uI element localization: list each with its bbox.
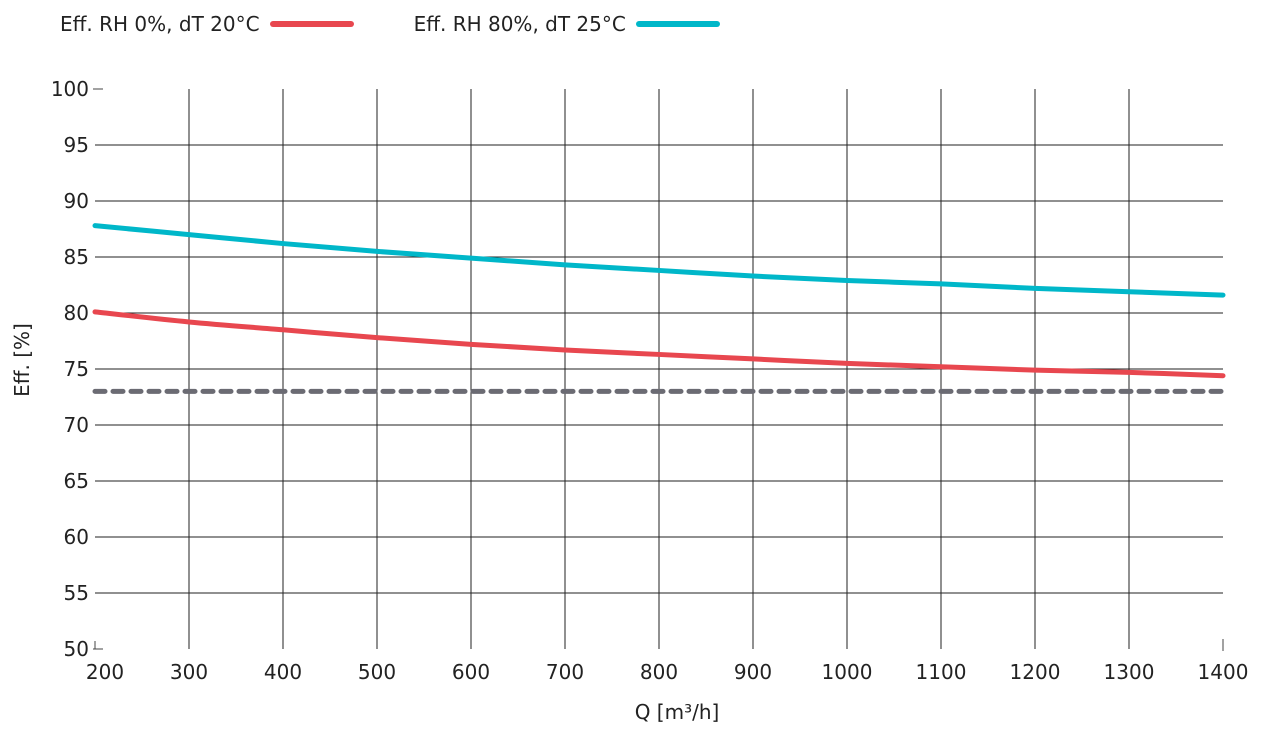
y-tick-label: 80 bbox=[64, 301, 89, 325]
series-lines bbox=[92, 223, 1226, 379]
x-tick-label: 400 bbox=[264, 660, 302, 684]
y-tick-label: 50 bbox=[64, 637, 89, 661]
y-tick-label: 75 bbox=[64, 357, 89, 381]
x-tick-label: 800 bbox=[640, 660, 678, 684]
axis-ticks: 50 55 60 65 70 75 80 85 90 95 100 200 300 400 500 600 70… bbox=[51, 77, 1249, 684]
y-tick-label: 95 bbox=[64, 133, 89, 157]
x-tick-label: 1300 bbox=[1104, 660, 1155, 684]
x-tick-label: 1400 bbox=[1198, 660, 1249, 684]
legend-label-rh0: Eff. RH 0%, dT 20°C bbox=[60, 12, 260, 36]
x-tick-label: 500 bbox=[358, 660, 396, 684]
legend-item-rh0: Eff. RH 0%, dT 20°C bbox=[60, 12, 354, 36]
y-tick-label: 55 bbox=[64, 581, 89, 605]
x-tick-label: 600 bbox=[452, 660, 490, 684]
x-tick-label: 700 bbox=[546, 660, 584, 684]
y-axis-label: Eff. [%] bbox=[10, 323, 34, 397]
legend-item-rh80: Eff. RH 80%, dT 25°C bbox=[414, 12, 720, 36]
y-tick-label: 70 bbox=[64, 413, 89, 437]
x-tick-label: 1000 bbox=[822, 660, 873, 684]
y-tick-label: 65 bbox=[64, 469, 89, 493]
y-tick-label: 85 bbox=[64, 245, 89, 269]
legend-swatch-rh0 bbox=[269, 21, 354, 27]
x-tick-label: 1200 bbox=[1010, 660, 1061, 684]
y-tick-label: 90 bbox=[64, 189, 89, 213]
chart-legend: Eff. RH 0%, dT 20°C Eff. RH 80%, dT 25°C bbox=[60, 12, 720, 36]
series-line-rh80 bbox=[92, 223, 1226, 298]
y-tick-label: 100 bbox=[51, 77, 89, 101]
x-tick-label: 300 bbox=[170, 660, 208, 684]
legend-swatch-rh80 bbox=[635, 21, 720, 27]
legend-label-rh80: Eff. RH 80%, dT 25°C bbox=[413, 12, 626, 36]
series-line-rh0 bbox=[92, 309, 1226, 379]
x-tick-label: 1100 bbox=[916, 660, 967, 684]
x-tick-label: 900 bbox=[734, 660, 772, 684]
y-tick-label: 60 bbox=[64, 525, 89, 549]
x-tick-label: 200 bbox=[86, 660, 124, 684]
x-axis-label: Q [m³/h] bbox=[634, 700, 720, 724]
